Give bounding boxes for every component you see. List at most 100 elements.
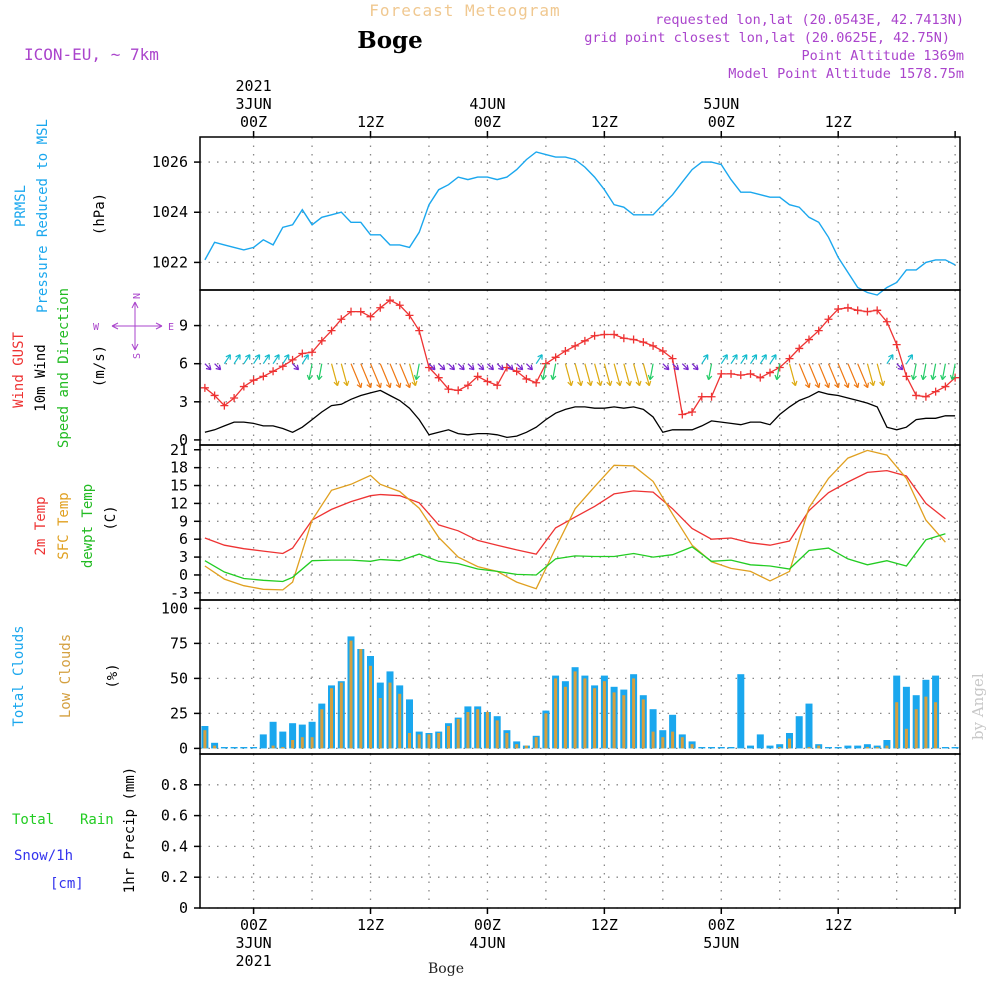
wind-direction-arrow <box>457 363 465 371</box>
wind-direction-arrow <box>542 363 547 380</box>
pressure-unit: (hPa) <box>92 193 108 235</box>
gust-marker <box>795 344 804 353</box>
low-cloud-bar <box>573 671 577 749</box>
total-cloud-bar <box>844 745 852 749</box>
gust-marker <box>610 330 619 339</box>
wind-arrow-head <box>517 364 524 371</box>
precip-label-cm: [cm] <box>50 876 84 892</box>
precip-label-total: Total <box>12 812 54 828</box>
wind-direction-arrow <box>428 363 436 371</box>
top-time-label: 00Z <box>708 113 735 131</box>
wind-direction-arrow <box>941 363 946 380</box>
low-cloud-bar <box>281 747 285 749</box>
temp-label-dewpt: dewpt Temp <box>80 484 96 568</box>
gust-marker <box>892 340 901 349</box>
y-tick-label: 0.2 <box>161 868 188 886</box>
y-tick-label: 3 <box>179 548 188 566</box>
gust-marker <box>814 326 823 335</box>
gust-marker <box>210 391 219 400</box>
panel-4: 0 0.2 0.4 0.6 0.8 <box>161 754 960 917</box>
top-time-label: 2021 <box>236 77 272 95</box>
wind-direction-arrow <box>613 363 621 386</box>
y-tick-label: 1024 <box>152 203 188 221</box>
gust-marker <box>317 336 326 345</box>
y-tick-label: 1026 <box>152 153 188 171</box>
gust-marker <box>327 326 336 335</box>
low-cloud-bar <box>388 682 392 749</box>
wind-arrow-head <box>411 380 418 387</box>
wind-unit: (m/s) <box>92 345 108 387</box>
wind-direction-arrow <box>318 363 323 380</box>
wind-direction-arrow <box>672 363 679 371</box>
gust-marker <box>619 334 628 343</box>
low-cloud-bar <box>349 640 353 749</box>
wind-direction-arrow <box>369 363 382 388</box>
pressure-line <box>204 151 956 296</box>
top-time-label: 4JUN <box>469 95 505 113</box>
total-cloud-bar <box>259 734 267 749</box>
precip-label-rain: Rain <box>80 812 114 828</box>
low-cloud-bar <box>330 688 333 749</box>
wind-arrow-head <box>284 354 290 360</box>
gust-marker <box>532 378 541 387</box>
y-tick-label: 0.6 <box>161 807 188 825</box>
wind-arrow-head <box>356 382 363 389</box>
wind-arrow-head <box>439 364 446 371</box>
clouds-label-total: Total Clouds <box>11 625 27 726</box>
low-cloud-bar <box>369 665 372 749</box>
low-cloud-bar <box>622 695 626 749</box>
total-cloud-bar <box>708 747 715 749</box>
wind-direction-arrow <box>292 363 299 371</box>
wind-direction-arrow <box>496 363 504 371</box>
footer-location: Boge <box>428 961 464 977</box>
gust-marker <box>863 307 872 316</box>
gust-marker <box>756 373 765 382</box>
bottom-time-label: 3JUN <box>236 934 272 952</box>
temp-label-2m: 2m Temp <box>33 496 49 555</box>
top-time-label: 12Z <box>825 113 852 131</box>
wind-label-speed: 10m Wind <box>33 344 49 411</box>
wind-line <box>204 389 956 439</box>
gust-marker <box>522 374 531 383</box>
model-label: ICON-EU, ~ 7km <box>24 45 159 64</box>
gust-marker <box>512 367 521 376</box>
gust-marker <box>376 303 385 312</box>
wind-arrow-head <box>722 354 728 360</box>
total-cloud-bar <box>250 747 258 749</box>
y-tick-label: 0.8 <box>161 776 188 794</box>
gust-marker <box>405 311 414 320</box>
low-cloud-bar <box>641 699 645 749</box>
wind-direction-arrow <box>301 354 309 365</box>
compass-w: W <box>93 322 100 333</box>
gust-marker <box>356 307 365 316</box>
gust-marker <box>902 372 911 381</box>
wind-arrow-head <box>940 374 947 381</box>
bottom-time-label: 12Z <box>591 916 618 934</box>
wind-direction-arrow <box>633 363 641 386</box>
bottom-time-label: 00Z <box>474 916 501 934</box>
total-cloud-bar <box>727 747 735 749</box>
wind-direction-arrow <box>204 363 212 371</box>
wind-direction-arrow <box>525 363 533 371</box>
wind-direction-arrow <box>847 363 859 388</box>
gust-marker <box>804 335 813 344</box>
wind-arrow-head <box>507 364 514 371</box>
wind-arrow-head <box>527 364 533 371</box>
total-cloud-bar <box>279 731 287 749</box>
wind-arrow-head <box>897 364 904 371</box>
wind-arrow-head <box>683 364 689 371</box>
wind-direction-arrow <box>214 363 222 371</box>
gust-marker <box>308 348 317 357</box>
low-cloud-bar <box>378 698 382 749</box>
gust-marker <box>483 377 492 386</box>
low-cloud-bar <box>320 709 324 749</box>
gust-marker <box>639 338 648 347</box>
gust-marker <box>580 336 589 345</box>
gust-marker <box>697 392 706 401</box>
wind-label-direction: Speed and Direction <box>56 288 72 448</box>
wind-arrow-head <box>254 354 261 360</box>
bottom-time-label: 00Z <box>240 916 267 934</box>
low-cloud-bar <box>680 737 684 749</box>
gust-marker <box>668 354 677 363</box>
